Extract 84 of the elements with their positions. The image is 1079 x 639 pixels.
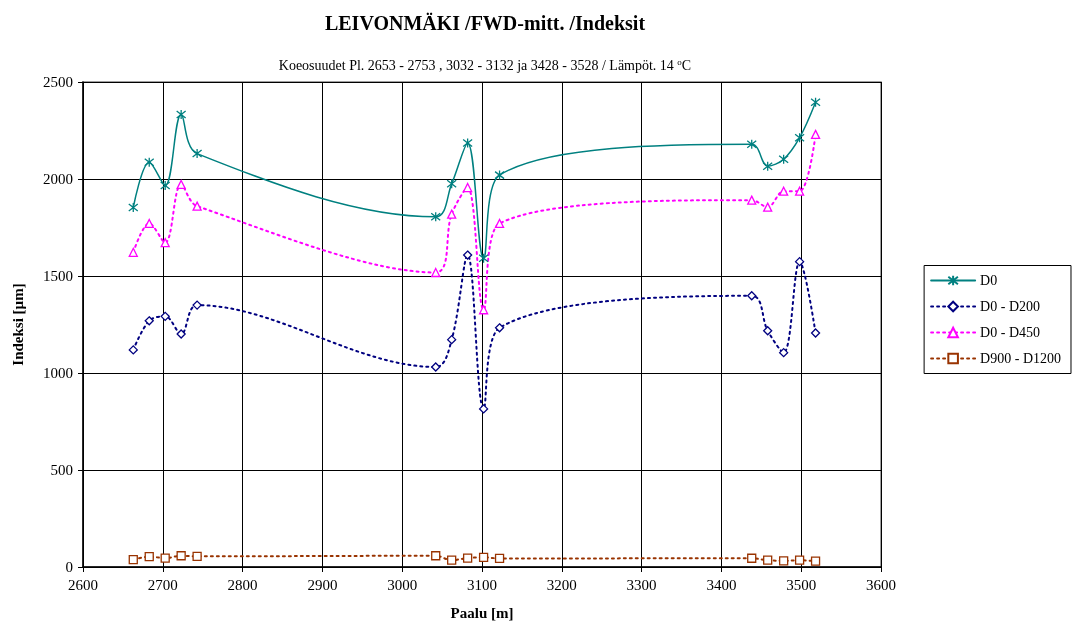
chart-title: LEIVONMÄKI /FWD-mitt. /Indeksit — [324, 12, 646, 34]
point — [747, 553, 757, 563]
y-tick-label: 1000 — [43, 365, 73, 381]
point — [778, 347, 789, 358]
x-tick-label: 2900 — [307, 576, 338, 593]
legend-label: D900 - D1200 — [980, 351, 1062, 366]
y-tick-label: 500 — [50, 462, 73, 478]
point — [778, 154, 789, 165]
point — [176, 551, 186, 561]
point — [447, 555, 457, 565]
point — [494, 553, 505, 564]
point — [160, 180, 171, 191]
x-axis-title: Paalu [m] — [450, 604, 514, 621]
point — [128, 345, 138, 355]
point — [144, 157, 155, 168]
point — [746, 139, 757, 150]
legend-label: D0 — [980, 273, 998, 288]
point — [794, 132, 805, 143]
point — [176, 329, 186, 339]
point — [494, 218, 505, 229]
point — [462, 250, 473, 260]
point — [447, 209, 457, 219]
y-tick-label: 2000 — [43, 171, 73, 187]
point — [810, 328, 821, 338]
point — [191, 148, 203, 159]
point — [128, 247, 138, 257]
point — [192, 551, 202, 561]
point — [128, 554, 138, 565]
point — [431, 267, 441, 278]
point — [494, 169, 505, 181]
point — [128, 202, 139, 213]
point — [810, 97, 821, 108]
x-tick-label: 3500 — [786, 576, 817, 593]
point — [160, 553, 170, 563]
point — [462, 137, 473, 149]
point — [794, 555, 805, 565]
point — [462, 182, 473, 193]
x-tick-label: 2700 — [147, 576, 178, 593]
point — [778, 556, 789, 566]
point — [160, 237, 170, 248]
y-tick-label: 0 — [65, 559, 73, 575]
x-tick-label: 2600 — [68, 576, 98, 593]
point — [747, 195, 757, 205]
point — [192, 300, 202, 310]
point — [462, 553, 473, 563]
point — [794, 186, 805, 196]
point — [144, 218, 154, 229]
point — [494, 323, 505, 333]
legend-label: D0 - D450 — [980, 325, 1041, 340]
point — [794, 256, 805, 267]
point — [478, 404, 489, 414]
x-tick-label: 3000 — [387, 576, 418, 593]
x-tick-label: 3400 — [706, 576, 737, 593]
point — [763, 555, 773, 565]
y-tick-label: 2500 — [43, 74, 73, 90]
point — [144, 552, 154, 562]
point — [430, 211, 441, 222]
point — [762, 161, 773, 172]
point — [160, 311, 170, 321]
y-tick-label: 1500 — [43, 268, 73, 284]
point — [763, 326, 773, 336]
y-axis-title: Indeksi [µm] — [9, 283, 26, 366]
x-tick-label: 3600 — [866, 576, 896, 593]
x-tick-label: 3200 — [546, 576, 577, 593]
point — [446, 178, 457, 189]
point — [176, 109, 187, 120]
point — [778, 186, 789, 196]
point — [747, 291, 757, 301]
point — [192, 201, 202, 211]
point — [810, 556, 821, 566]
point — [431, 551, 441, 561]
point — [176, 179, 186, 190]
x-tick-label: 3300 — [626, 576, 657, 593]
legend-label: D0 - D200 — [980, 299, 1041, 314]
x-tick-label: 3100 — [467, 576, 497, 593]
point — [447, 334, 457, 345]
point — [478, 552, 489, 562]
x-tick-label: 2800 — [227, 576, 258, 593]
point — [431, 362, 441, 372]
point — [763, 202, 773, 212]
point — [144, 316, 154, 326]
point — [478, 253, 489, 264]
point — [810, 129, 821, 140]
point — [478, 305, 489, 315]
